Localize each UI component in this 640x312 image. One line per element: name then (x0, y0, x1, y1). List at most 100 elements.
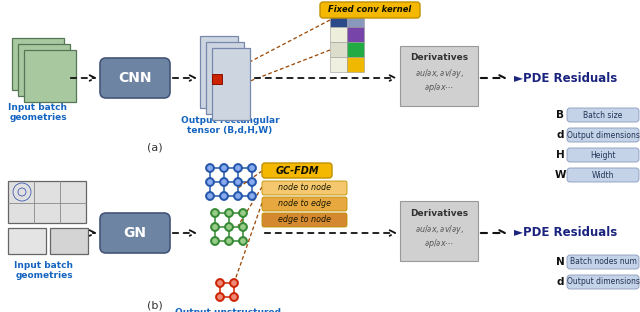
Circle shape (232, 280, 237, 285)
Text: node to node: node to node (278, 183, 330, 193)
Circle shape (230, 293, 239, 301)
Text: W: W (554, 170, 566, 180)
Bar (330, 57, 347, 72)
Circle shape (239, 208, 248, 217)
Text: d: d (556, 277, 564, 287)
Text: Output rectangular
tensor (B,d,H,W): Output rectangular tensor (B,d,H,W) (180, 116, 279, 135)
Circle shape (211, 236, 220, 246)
Text: edge to node: edge to node (278, 216, 330, 225)
Circle shape (239, 236, 248, 246)
FancyBboxPatch shape (262, 181, 347, 195)
Circle shape (227, 225, 232, 230)
Bar (8, 181, 86, 223)
Bar (12, 38, 64, 90)
Circle shape (205, 192, 214, 201)
Text: Batch size: Batch size (583, 110, 623, 119)
Text: ►PDE Residuals: ►PDE Residuals (514, 71, 617, 85)
Circle shape (207, 165, 212, 170)
Bar (330, 27, 347, 42)
Text: Input batch
geometries: Input batch geometries (15, 261, 74, 280)
Text: Output dimensions: Output dimensions (566, 130, 639, 139)
Circle shape (212, 211, 218, 216)
Circle shape (241, 238, 246, 243)
Text: Batch nodes num: Batch nodes num (570, 257, 636, 266)
Circle shape (221, 165, 227, 170)
Bar (330, 12, 347, 27)
Bar (347, 57, 364, 72)
Circle shape (221, 179, 227, 184)
Bar (347, 27, 364, 42)
Circle shape (225, 208, 234, 217)
FancyBboxPatch shape (567, 128, 639, 142)
FancyBboxPatch shape (100, 213, 170, 253)
Circle shape (220, 192, 228, 201)
Text: GN: GN (124, 226, 147, 240)
Text: (a): (a) (147, 143, 163, 153)
Text: GC-FDM: GC-FDM (275, 166, 319, 176)
Bar (24, 50, 76, 102)
Circle shape (220, 163, 228, 173)
FancyBboxPatch shape (262, 197, 347, 211)
Circle shape (211, 222, 220, 232)
Circle shape (207, 179, 212, 184)
FancyBboxPatch shape (567, 168, 639, 182)
Circle shape (241, 225, 246, 230)
Circle shape (250, 193, 255, 198)
Text: Output dimensions: Output dimensions (566, 277, 639, 286)
Bar (8, 228, 46, 254)
FancyBboxPatch shape (320, 2, 420, 18)
Text: H: H (556, 150, 564, 160)
Circle shape (230, 279, 239, 287)
Circle shape (227, 211, 232, 216)
Circle shape (218, 295, 223, 300)
Circle shape (225, 222, 234, 232)
Text: B: B (556, 110, 564, 120)
FancyBboxPatch shape (567, 255, 639, 269)
Text: Derivatives: Derivatives (410, 53, 468, 62)
Text: N: N (556, 257, 564, 267)
FancyBboxPatch shape (262, 213, 347, 227)
Bar (18, 44, 70, 96)
Circle shape (234, 192, 243, 201)
Text: Width: Width (592, 170, 614, 179)
FancyBboxPatch shape (567, 148, 639, 162)
Circle shape (239, 222, 248, 232)
Circle shape (248, 178, 257, 187)
Text: ►PDE Residuals: ►PDE Residuals (514, 227, 617, 240)
FancyBboxPatch shape (100, 58, 170, 98)
Text: node to edge: node to edge (278, 199, 330, 208)
Text: $\partial p/\partial x\cdots$: $\partial p/\partial x\cdots$ (424, 236, 454, 250)
Circle shape (207, 193, 212, 198)
FancyBboxPatch shape (567, 275, 639, 289)
Circle shape (205, 163, 214, 173)
Text: $\partial u/\partial x, \partial v/\partial y,$: $\partial u/\partial x, \partial v/\part… (415, 222, 463, 236)
FancyBboxPatch shape (567, 108, 639, 122)
Bar (347, 42, 364, 57)
Text: Derivatives: Derivatives (410, 208, 468, 217)
Circle shape (225, 236, 234, 246)
Circle shape (236, 179, 241, 184)
Circle shape (221, 193, 227, 198)
Text: $\partial u/\partial x, \partial v/\partial y,$: $\partial u/\partial x, \partial v/\part… (415, 67, 463, 80)
Bar (212, 48, 250, 120)
Circle shape (205, 178, 214, 187)
Text: (b): (b) (147, 300, 163, 310)
Circle shape (236, 165, 241, 170)
Circle shape (211, 208, 220, 217)
Circle shape (248, 192, 257, 201)
Bar (400, 46, 478, 106)
Bar (347, 12, 364, 27)
Circle shape (216, 293, 225, 301)
Text: Output unstructured
tensor (N,d): Output unstructured tensor (N,d) (175, 308, 281, 312)
Text: Fixed conv kernel: Fixed conv kernel (328, 6, 412, 14)
Circle shape (234, 163, 243, 173)
Circle shape (216, 279, 225, 287)
Circle shape (236, 193, 241, 198)
Bar (330, 42, 347, 57)
Bar (200, 36, 238, 108)
Circle shape (212, 225, 218, 230)
Bar (212, 74, 222, 84)
Circle shape (250, 165, 255, 170)
Text: d: d (556, 130, 564, 140)
Circle shape (248, 163, 257, 173)
